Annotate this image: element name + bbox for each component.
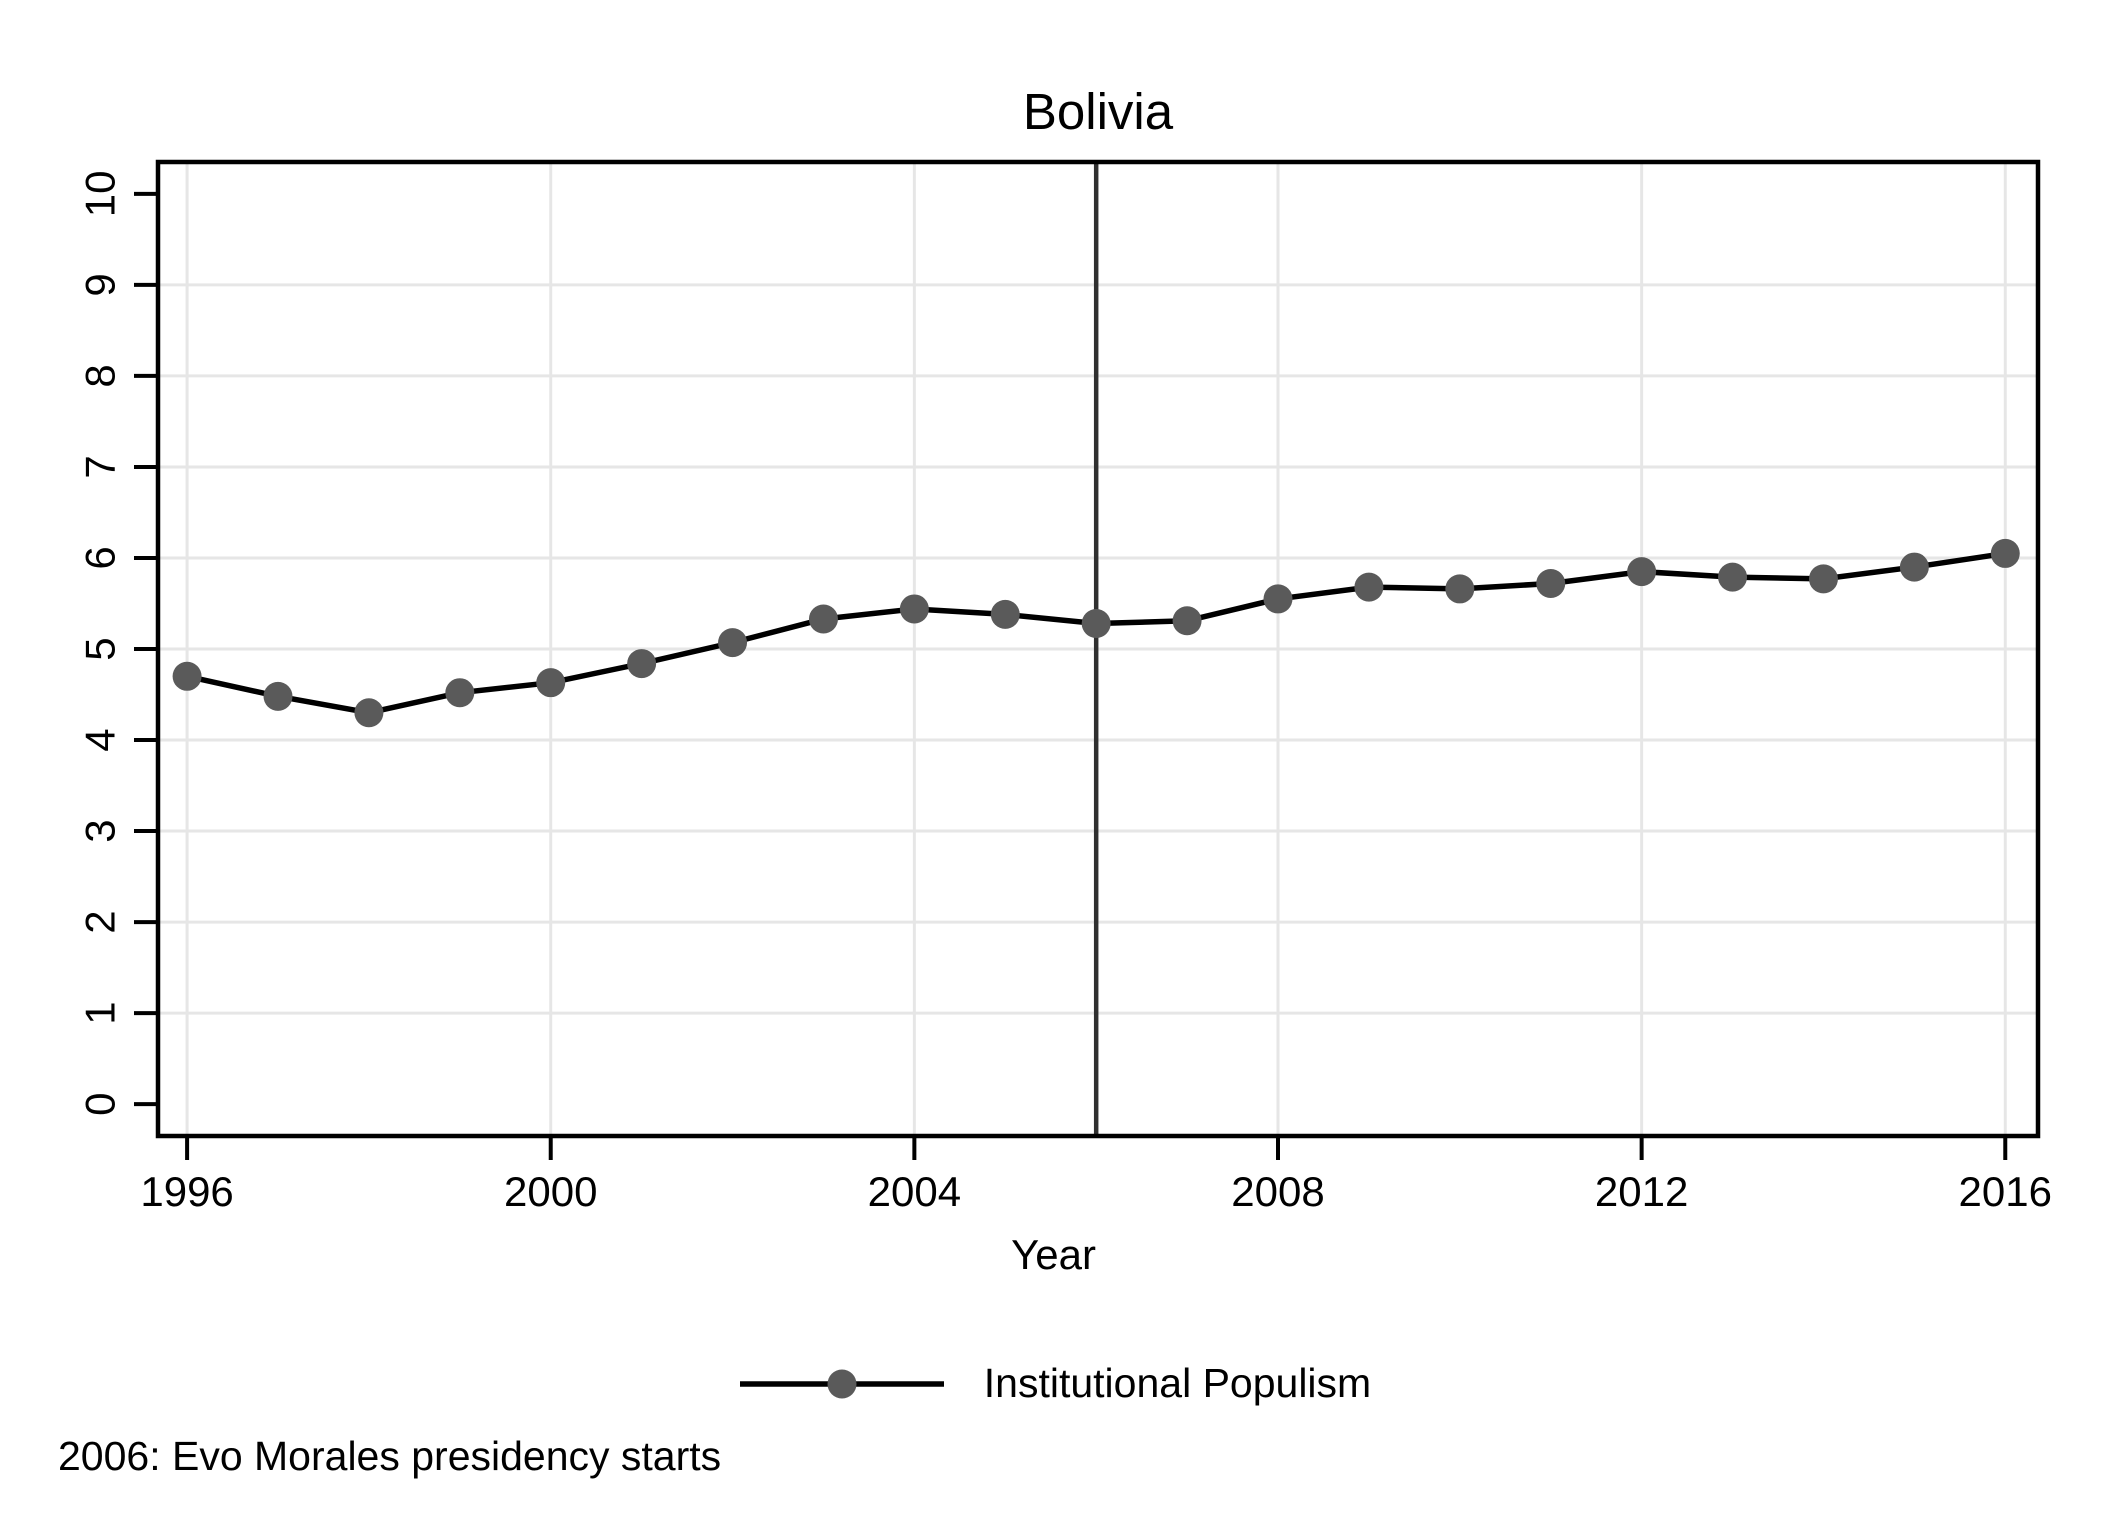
data-point xyxy=(1172,606,1202,636)
data-point xyxy=(1899,552,1929,582)
data-point xyxy=(354,698,384,728)
data-point xyxy=(1536,568,1566,598)
data-point xyxy=(808,604,838,634)
y-tick-label: 6 xyxy=(77,546,124,569)
chart-title: Bolivia xyxy=(1022,83,1174,140)
x-axis-title: Year xyxy=(1011,1231,1096,1278)
data-point xyxy=(263,681,293,711)
y-tick-label: 4 xyxy=(77,728,124,751)
x-tick-label: 2008 xyxy=(1231,1168,1324,1215)
y-tick-label: 0 xyxy=(77,1092,124,1115)
data-point xyxy=(1990,538,2020,568)
data-point xyxy=(1081,609,1111,639)
data-point xyxy=(445,678,475,708)
data-point xyxy=(718,628,748,658)
y-tick-label: 5 xyxy=(77,637,124,660)
y-tick-label: 10 xyxy=(77,171,124,218)
legend-marker-icon xyxy=(739,1369,944,1399)
data-point xyxy=(1263,584,1293,614)
legend-dot xyxy=(827,1369,857,1399)
y-tick-label: 1 xyxy=(77,1001,124,1024)
data-point xyxy=(1445,574,1475,604)
x-tick-label: 2012 xyxy=(1595,1168,1688,1215)
data-point xyxy=(1627,557,1657,587)
y-tick-label: 3 xyxy=(77,819,124,842)
y-tick-label: 8 xyxy=(77,364,124,387)
data-point xyxy=(1808,564,1838,594)
x-tick-label: 2016 xyxy=(1959,1168,2052,1215)
x-tick-label: 2004 xyxy=(868,1168,961,1215)
y-tick-label: 2 xyxy=(77,910,124,933)
x-tick-label: 1996 xyxy=(140,1168,233,1215)
data-point xyxy=(172,661,202,691)
footnote: 2006: Evo Morales presidency starts xyxy=(58,1433,722,1479)
data-point xyxy=(899,594,929,624)
y-tick-label: 7 xyxy=(77,455,124,478)
data-point xyxy=(1354,572,1384,602)
data-point xyxy=(536,668,566,698)
y-tick-label: 9 xyxy=(77,273,124,296)
data-point xyxy=(990,599,1020,629)
x-tick-label: 2000 xyxy=(504,1168,597,1215)
data-point xyxy=(1718,562,1748,592)
legend: Institutional Populism xyxy=(0,1352,2107,1416)
data-point xyxy=(627,649,657,679)
legend-label: Institutional Populism xyxy=(983,1360,1372,1407)
